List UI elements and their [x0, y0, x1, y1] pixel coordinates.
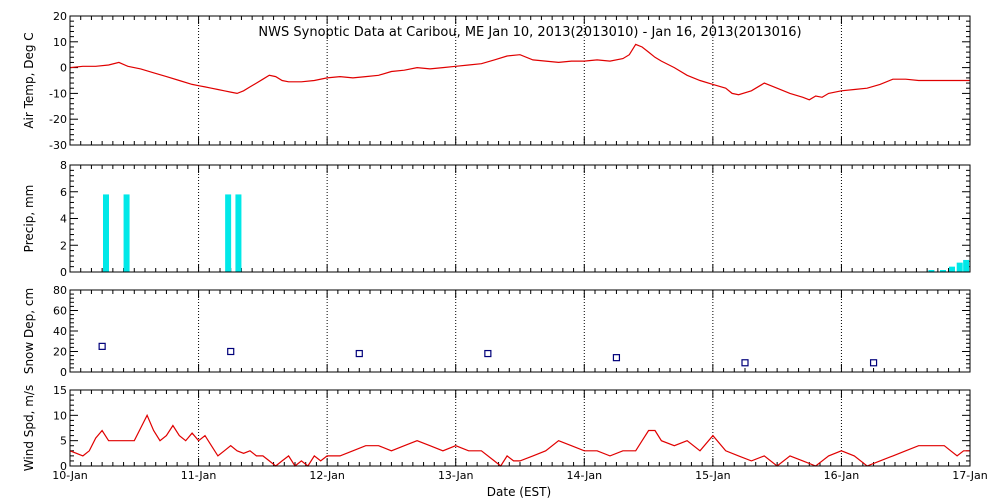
y-tick-label: 60: [53, 305, 67, 318]
snow-depth-point: [612, 354, 621, 362]
snow-depth-point: [98, 342, 106, 350]
precip-bar: [949, 266, 955, 272]
y-tick-label: 4: [60, 213, 67, 226]
precip-bar: [956, 262, 963, 272]
y-tick-label: 0: [60, 366, 67, 379]
precip-bar: [928, 269, 935, 272]
wind-speed-line: [69, 413, 970, 467]
x-tick-label: 11-Jan: [181, 469, 217, 482]
panel-frame: [69, 164, 971, 273]
precip-bar: [225, 194, 232, 272]
snow-depth-point: [227, 347, 235, 356]
y-tick-label: -20: [49, 113, 67, 126]
precip-bar: [940, 269, 946, 272]
x-tick-label: 13-Jan: [438, 469, 474, 482]
y-tick-label: 40: [53, 325, 67, 338]
y-axis-title: Precip, mm: [22, 185, 36, 253]
panel-frame: [69, 289, 971, 373]
x-tick-label: 12-Jan: [309, 469, 345, 482]
x-tick-label: 16-Jan: [824, 469, 860, 482]
x-tick-label: 10-Jan: [52, 469, 88, 482]
y-tick-label: 6: [60, 186, 67, 199]
y-tick-label: 80: [53, 284, 67, 297]
air-temp-panel: -30 -20 -10 0 10 20 Air Temp, Deg C: [22, 10, 971, 152]
snow-depth-point: [741, 359, 749, 367]
y-tick-label: 5: [60, 435, 67, 448]
x-axis-title: Date (EST): [487, 485, 551, 499]
y-tick-label: 0: [60, 460, 67, 473]
y-tick-label: -30: [49, 139, 67, 152]
y-tick-label: 0: [60, 62, 67, 75]
y-axis-title: Wind Spd, m/s: [22, 385, 36, 471]
y-tick-label: 15: [53, 384, 67, 397]
panel-frame: [69, 389, 971, 467]
y-tick-label: 8: [60, 159, 67, 172]
wind-speed-panel: 0 5 10 15 Wind Spd, m/s 10-Jan 11-Jan 12-Jan 13-…: [22, 384, 988, 482]
y-axis-title: Snow Dep, cm: [22, 288, 36, 374]
precip-panel: 0 2 4 6 8 Precip, mm: [22, 159, 971, 279]
y-tick-label: 20: [53, 10, 67, 23]
y-tick-label: 10: [53, 36, 67, 49]
y-tick-label: 0: [60, 266, 67, 279]
chart-title: NWS Synoptic Data at Caribou, ME Jan 10,…: [258, 25, 801, 40]
x-tick-label: 17-Jan: [952, 469, 988, 482]
snow-depth-point: [869, 359, 878, 367]
x-tick-label: 14-Jan: [567, 469, 603, 482]
snow-depth-point: [484, 349, 492, 358]
y-tick-label: 20: [53, 346, 67, 359]
snow-depth-panel: 0 20 40 60 80 Snow Dep, cm: [22, 284, 971, 379]
snow-depth-point: [355, 349, 363, 358]
precip-bar: [963, 259, 970, 272]
y-tick-label: 2: [60, 239, 67, 252]
precip-bar: [235, 194, 242, 272]
y-tick-label: 10: [53, 409, 67, 422]
x-tick-label: 15-Jan: [695, 469, 731, 482]
y-axis-title: Air Temp, Deg C: [22, 32, 36, 128]
precip-bar: [103, 194, 109, 272]
air-temp-line: [69, 43, 970, 101]
y-tick-label: -10: [49, 87, 67, 100]
panel-frame: [69, 15, 971, 146]
precip-bar: [123, 194, 130, 272]
